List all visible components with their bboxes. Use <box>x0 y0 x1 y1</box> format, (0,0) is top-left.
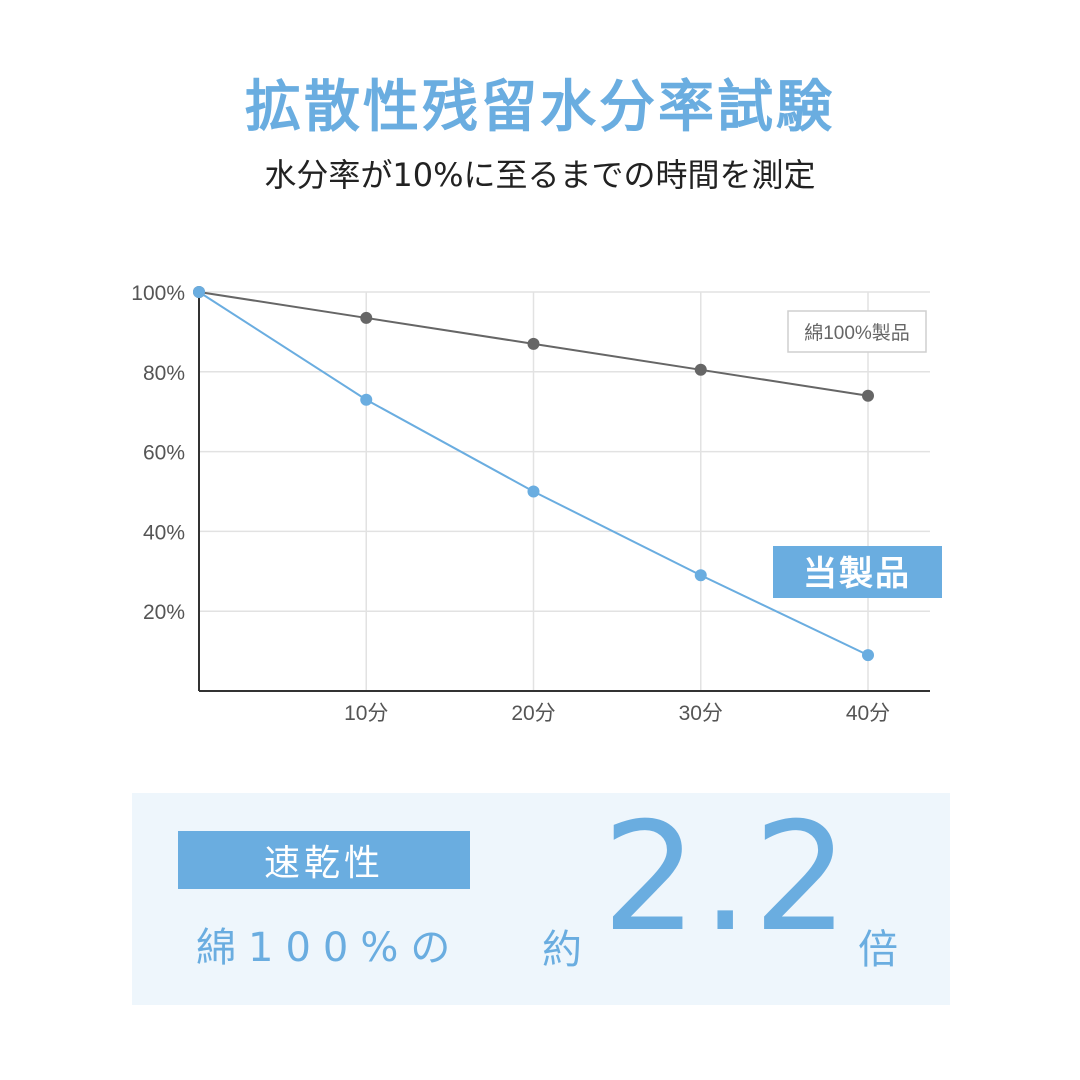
chart-axes <box>198 292 930 692</box>
y-tick-label: 80% <box>143 362 185 385</box>
y-tick-label: 40% <box>143 521 185 544</box>
data-point <box>193 286 205 298</box>
x-tick-label: 10分 <box>344 702 388 725</box>
page-title: 拡散性残留水分率試験 <box>245 75 835 140</box>
legend-label-product: 当製品 <box>803 554 911 594</box>
legend-box-product <box>773 546 942 598</box>
times-text: 倍 <box>858 927 898 973</box>
data-point <box>360 393 373 406</box>
ratio-value: 2.2 <box>602 791 853 965</box>
quick-dry-badge: 速乾性 <box>178 831 470 889</box>
x-tick-label: 20分 <box>511 702 555 725</box>
summary-panel: 速乾性 綿100%の 約 2.2 倍 <box>132 793 950 1005</box>
y-tick-label: 20% <box>143 601 185 624</box>
y-tick-label: 60% <box>143 442 185 465</box>
y-tick-labels: 20% 40% 60% 80% 100% <box>131 282 185 624</box>
data-point <box>527 337 540 350</box>
series-points <box>193 286 874 662</box>
data-point <box>694 363 707 376</box>
data-point <box>527 485 540 498</box>
page-subtitle: 水分率が10%に至るまでの時間を測定 <box>264 156 816 194</box>
data-point <box>862 389 874 402</box>
legend-box-cotton <box>787 310 927 353</box>
x-tick-label: 30分 <box>679 702 723 725</box>
data-point <box>694 569 707 582</box>
comparison-text: 綿100%の <box>196 925 463 971</box>
y-tick-label: 100% <box>131 282 185 305</box>
x-tick-label: 40分 <box>846 702 890 725</box>
approx-text: 約 <box>542 927 582 973</box>
data-point <box>862 649 874 662</box>
legend-label-cotton: 綿100%製品 <box>804 322 910 344</box>
data-point <box>360 311 373 324</box>
x-tick-labels: 10分 20分 30分 40分 <box>344 702 890 725</box>
